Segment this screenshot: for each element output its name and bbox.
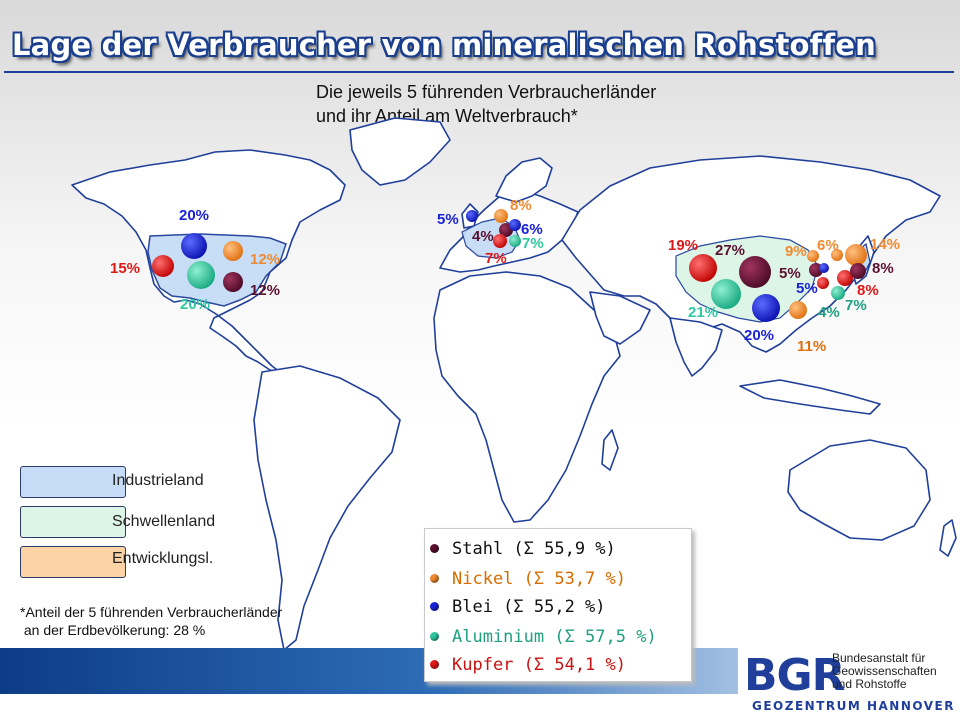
bubble-cn-stahl [739, 256, 771, 288]
metal-legend-label-aluminium: Aluminium (Σ 57,5 %) [452, 627, 657, 647]
blei-dot-icon [430, 602, 439, 611]
label-ea-stahl-1: 5% [779, 265, 801, 282]
bubble-usa-stahl [223, 272, 243, 292]
label-cn-nickel: 11% [797, 338, 826, 355]
bubble-cn-alu [711, 279, 741, 309]
bubble-usa-nickel [223, 241, 243, 261]
greenland [349, 117, 451, 186]
metal-legend-label-blei: Blei (Σ 55,2 %) [452, 597, 606, 617]
bubble-cn-blei [752, 294, 780, 322]
label-eu-stahl: 4% [472, 228, 494, 245]
label-ea-alu-1: 7% [845, 297, 867, 314]
scandinavia [495, 157, 553, 203]
australia [787, 439, 931, 541]
legend-label-schwellenland: Schwellenland [112, 513, 216, 530]
bubble-ea-kupfer-2 [837, 270, 853, 286]
india [669, 317, 723, 377]
nickel-dot-icon [430, 574, 439, 583]
label-eu-alu: 7% [522, 235, 544, 252]
label-ea-nickel-1: 9% [785, 243, 807, 260]
geozentrum-label: GEOZENTRUM HANNOVER [752, 699, 955, 713]
metal-legend-label-nickel: Nickel (Σ 53,7 %) [452, 569, 626, 589]
label-cn-kupfer: 19% [668, 237, 698, 254]
label-ea-alu-2: 4% [818, 304, 840, 321]
label-eu-nickel: 8% [510, 197, 532, 214]
bubble-eu-blei-uk [466, 210, 478, 222]
bubble-eu-blei [509, 219, 521, 231]
bubble-usa-alu [187, 261, 215, 289]
bubble-cn-kupfer [689, 254, 717, 282]
stahl-dot-icon [430, 544, 439, 553]
legend-swatch-entwicklungsland [20, 546, 126, 578]
bubble-ea-nickel-1 [807, 250, 819, 262]
label-ea-blei: 5% [796, 280, 818, 297]
metal-legend-label-kupfer: Kupfer (Σ 54,1 %) [452, 655, 626, 675]
bubble-ea-nickel-3 [845, 244, 867, 266]
bubble-ea-blei [819, 263, 829, 273]
label-usa-stahl: 12% [250, 282, 280, 299]
logo-panel [738, 648, 960, 720]
bubble-eu-nickel [494, 209, 508, 223]
label-eu-kupfer: 7% [485, 250, 507, 267]
bubble-ea-alu [831, 286, 845, 300]
bubble-usa-blei [181, 233, 207, 259]
label-ea-kupfer: 8% [857, 282, 879, 299]
legend-swatch-schwellenland [20, 506, 126, 538]
title-underline [4, 71, 954, 73]
bgr-name-line-3: und Rohstoffe [832, 677, 907, 691]
footnote-line-1: *Anteil der 5 führenden Verbraucherlände… [20, 604, 283, 620]
population-footnote: *Anteil der 5 führenden Verbraucherlände… [20, 603, 282, 639]
label-cn-stahl: 27% [715, 242, 745, 259]
metal-legend-label-stahl: Stahl (Σ 55,9 %) [452, 539, 616, 559]
bubble-cn-nickel [789, 301, 807, 319]
bgr-name-line-2: Geowissenschaften [832, 664, 937, 678]
bgr-name-line-1: Bundesanstalt für [832, 651, 926, 665]
label-cn-blei: 20% [744, 327, 774, 344]
bubble-eu-alu [509, 235, 521, 247]
legend-swatch-industrieland [20, 466, 126, 498]
legend-label-entwicklungsland: Entwicklungsl. [112, 550, 214, 567]
bgr-name: Bundesanstalt für Geowissenschaften und … [832, 652, 937, 691]
bgr-logo: BGR [744, 650, 846, 701]
label-ea-stahl-2: 8% [872, 260, 894, 277]
new-zealand [939, 519, 957, 557]
aluminium-dot-icon [430, 632, 439, 641]
label-cn-alu: 21% [688, 304, 718, 321]
metal-legend: Stahl (Σ 55,9 %) Nickel (Σ 53,7 %) Blei … [424, 528, 692, 682]
africa [433, 271, 621, 523]
arabian-peninsula [589, 291, 651, 345]
footnote-line-2: an der Erdbevölkerung: 28 % [20, 622, 206, 638]
bubble-ea-kupfer [817, 277, 829, 289]
bubble-ea-stahl-2 [850, 263, 866, 279]
subtitle-line-1: Die jeweils 5 führenden Verbraucherlände… [316, 82, 657, 102]
madagascar [601, 429, 619, 471]
indonesia [739, 379, 881, 415]
label-eu-blei-uk: 5% [437, 211, 459, 228]
south-america [253, 365, 401, 651]
label-ea-nickel-3: 14% [870, 236, 900, 253]
label-usa-blei: 20% [179, 207, 209, 224]
label-usa-kupfer: 15% [110, 260, 140, 277]
bubble-usa-kupfer [152, 255, 174, 277]
page-title: Lage der Verbraucher von mineralischen R… [12, 28, 876, 62]
label-eu-blei: 6% [521, 221, 543, 238]
bubble-ea-nickel-2 [831, 249, 843, 261]
bubble-eu-kupfer [493, 234, 507, 248]
label-usa-nickel: 12% [250, 251, 280, 268]
legend-label-industrieland: Industrieland [112, 472, 204, 489]
label-usa-alu: 20% [180, 296, 210, 313]
label-ea-nickel-2: 6% [817, 237, 839, 254]
kupfer-dot-icon [430, 660, 439, 669]
